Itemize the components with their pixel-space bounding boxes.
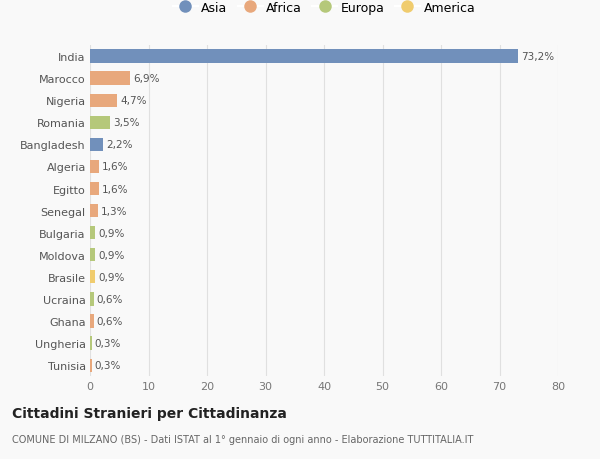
Bar	[90, 337, 92, 350]
Bar	[90, 293, 94, 306]
Text: 6,9%: 6,9%	[133, 74, 160, 84]
Bar	[90, 249, 95, 262]
Text: 3,5%: 3,5%	[113, 118, 140, 128]
Bar	[90, 139, 103, 151]
Text: 73,2%: 73,2%	[521, 52, 554, 62]
Text: 1,6%: 1,6%	[102, 184, 129, 194]
Legend: Asia, Africa, Europa, America: Asia, Africa, Europa, America	[170, 0, 478, 17]
Bar	[90, 315, 94, 328]
Text: 0,3%: 0,3%	[95, 360, 121, 370]
Text: 0,3%: 0,3%	[95, 338, 121, 348]
Bar	[90, 73, 130, 85]
Text: 0,9%: 0,9%	[98, 272, 125, 282]
Text: 0,6%: 0,6%	[97, 294, 123, 304]
Bar	[90, 95, 118, 107]
Bar	[90, 271, 95, 284]
Text: 1,3%: 1,3%	[101, 206, 127, 216]
Text: 2,2%: 2,2%	[106, 140, 132, 150]
Bar	[90, 359, 92, 372]
Text: 1,6%: 1,6%	[102, 162, 129, 172]
Text: 0,9%: 0,9%	[98, 250, 125, 260]
Bar	[90, 117, 110, 129]
Text: 0,9%: 0,9%	[98, 228, 125, 238]
Bar	[90, 50, 518, 63]
Bar	[90, 205, 98, 218]
Text: 0,6%: 0,6%	[97, 316, 123, 326]
Bar	[90, 227, 95, 240]
Text: COMUNE DI MILZANO (BS) - Dati ISTAT al 1° gennaio di ogni anno - Elaborazione TU: COMUNE DI MILZANO (BS) - Dati ISTAT al 1…	[12, 434, 473, 444]
Text: 4,7%: 4,7%	[121, 96, 147, 106]
Bar	[90, 183, 100, 196]
Text: Cittadini Stranieri per Cittadinanza: Cittadini Stranieri per Cittadinanza	[12, 406, 287, 420]
Bar	[90, 161, 100, 174]
